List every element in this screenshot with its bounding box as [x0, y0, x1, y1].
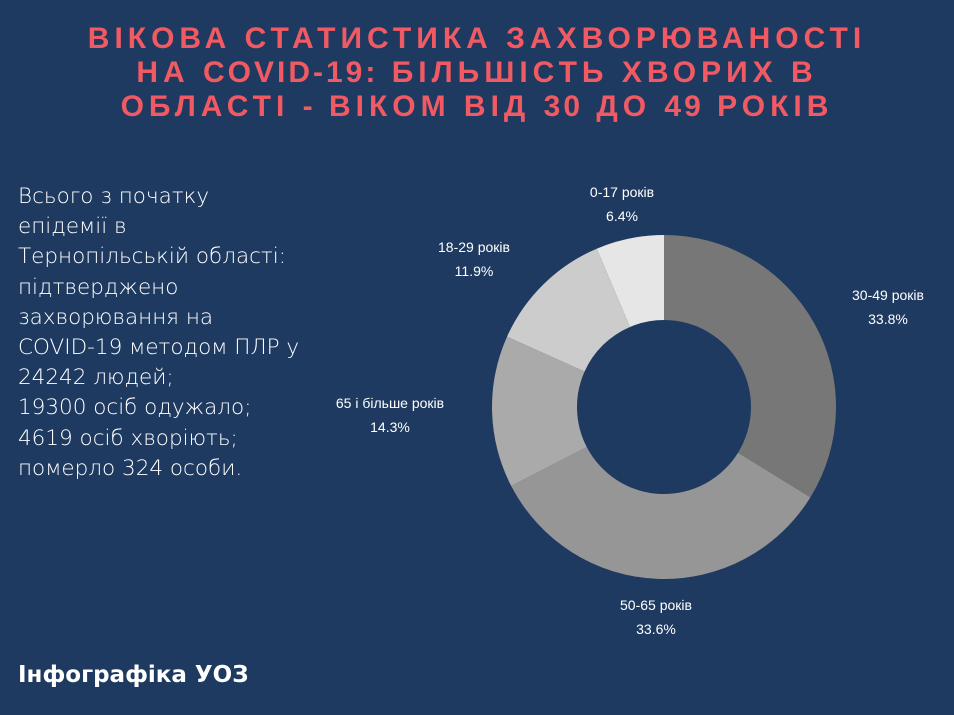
slice-value-label: 33.8% — [868, 311, 908, 327]
slice-category-label: 0-17 років — [590, 184, 654, 200]
summary-line: померло 324 особи. — [18, 455, 243, 481]
slice-category-label: 65 і більше років — [336, 395, 444, 411]
title-line-3: ОБЛАСТІ - ВІКОМ ВІД 30 ДО 49 РОКІВ — [120, 90, 834, 123]
slice-value-label: 14.3% — [370, 419, 410, 435]
page-title: ВІКОВА СТАТИСТИКА ЗАХВОРЮВАНОСТІ НА COVI… — [0, 22, 954, 124]
summary-line: 19300 осіб одужало; — [18, 395, 252, 421]
summary-line: Тернопільській області: — [18, 244, 286, 270]
slice-category-label: 30-49 років — [852, 287, 924, 303]
footer-credit: Інфографіка УОЗ — [18, 662, 249, 688]
summary-line: Всього з початку — [18, 184, 210, 209]
summary-line: COVID-19 методом ПЛР у — [18, 335, 300, 361]
slice-value-label: 11.9% — [455, 263, 494, 279]
donut-slice — [664, 235, 836, 498]
summary-text: Всього з початку епідемії в Тернопільськ… — [18, 182, 358, 484]
donut-slice — [507, 248, 630, 372]
title-line-1: ВІКОВА СТАТИСТИКА ЗАХВОРЮВАНОСТІ — [87, 22, 867, 55]
donut-slice — [491, 336, 587, 487]
summary-line: підтверджено — [18, 274, 179, 300]
slice-category-label: 50-65 років — [620, 597, 692, 613]
slice-value-label: 6.4% — [606, 208, 638, 224]
donut-slice — [511, 446, 811, 579]
summary-line: епідемії в — [18, 214, 127, 240]
title-line-2: НА COVID-19: БІЛЬШІСТЬ ХВОРИХ В — [136, 56, 818, 89]
slice-category-label: 18-29 років — [438, 239, 510, 255]
donut-slice — [596, 235, 664, 327]
summary-line: 4619 осіб хворіють; — [18, 425, 238, 451]
summary-line: 24242 людей; — [18, 365, 174, 391]
summary-line: захворювання на — [18, 304, 214, 330]
slice-value-label: 33.6% — [636, 621, 676, 637]
